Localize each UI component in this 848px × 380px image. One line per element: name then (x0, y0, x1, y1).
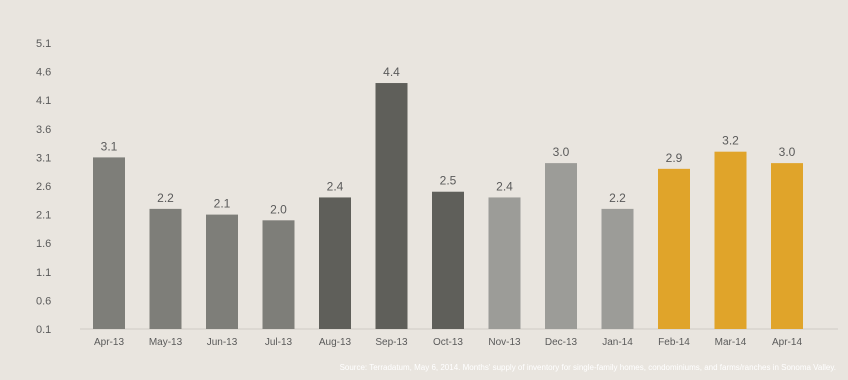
bar (771, 163, 803, 329)
bar-value-label: 2.2 (157, 191, 174, 205)
bar-value-label: 3.0 (553, 145, 570, 159)
x-tick-label: Mar-14 (715, 337, 747, 348)
bar (658, 168, 690, 329)
y-tick-label: 1.6 (36, 238, 51, 250)
y-tick-label: 0.1 (36, 324, 51, 336)
bar-value-label: 2.4 (496, 179, 513, 193)
x-tick-label: May-13 (149, 337, 183, 348)
bar (206, 214, 238, 329)
x-tick-label: Jul-13 (265, 337, 293, 348)
bar-value-label: 2.1 (214, 197, 231, 211)
y-tick-label: 2.1 (36, 210, 51, 222)
bar-value-label: 4.4 (383, 65, 400, 79)
bar-value-label: 3.1 (101, 139, 118, 153)
y-tick-label: 4.1 (36, 95, 51, 107)
y-tick-label: 4.6 (36, 67, 51, 79)
bar-value-label: 3.2 (722, 134, 739, 148)
x-tick-label: Jan-14 (602, 337, 633, 348)
bar (262, 220, 295, 329)
x-tick-label: Sep-13 (375, 337, 408, 348)
bar (319, 197, 351, 329)
bar-value-label: 2.4 (327, 179, 344, 193)
bar (432, 191, 464, 329)
bar-value-label: 2.9 (666, 151, 683, 165)
bar (601, 208, 634, 329)
bar (375, 83, 408, 329)
bar-value-label: 2.2 (609, 191, 626, 205)
bar (149, 208, 182, 329)
y-tick-label: 3.6 (36, 124, 51, 136)
source-note: Source: Terradatum, May 6, 2014. Months'… (339, 363, 836, 372)
x-tick-label: Dec-13 (545, 337, 578, 348)
x-tick-label: Apr-13 (94, 337, 124, 348)
bar (545, 163, 577, 329)
bar (488, 197, 521, 329)
y-tick-label: 5.1 (36, 38, 51, 50)
bar-value-label: 3.0 (779, 145, 796, 159)
y-tick-label: 1.1 (36, 267, 51, 279)
x-tick-label: Apr-14 (772, 337, 802, 348)
x-tick-label: Oct-13 (433, 337, 463, 348)
x-tick-label: Nov-13 (488, 337, 521, 348)
x-tick-label: Aug-13 (319, 337, 352, 348)
bar-value-label: 2.5 (440, 174, 457, 188)
x-tick-label: Jun-13 (207, 337, 238, 348)
x-tick-label: Feb-14 (658, 337, 690, 348)
y-tick-label: 0.6 (36, 295, 51, 307)
bar (714, 151, 747, 329)
bar (93, 157, 125, 329)
bar-value-label: 2.0 (270, 202, 287, 216)
y-tick-label: 2.6 (36, 181, 51, 193)
y-tick-label: 3.1 (36, 152, 51, 164)
